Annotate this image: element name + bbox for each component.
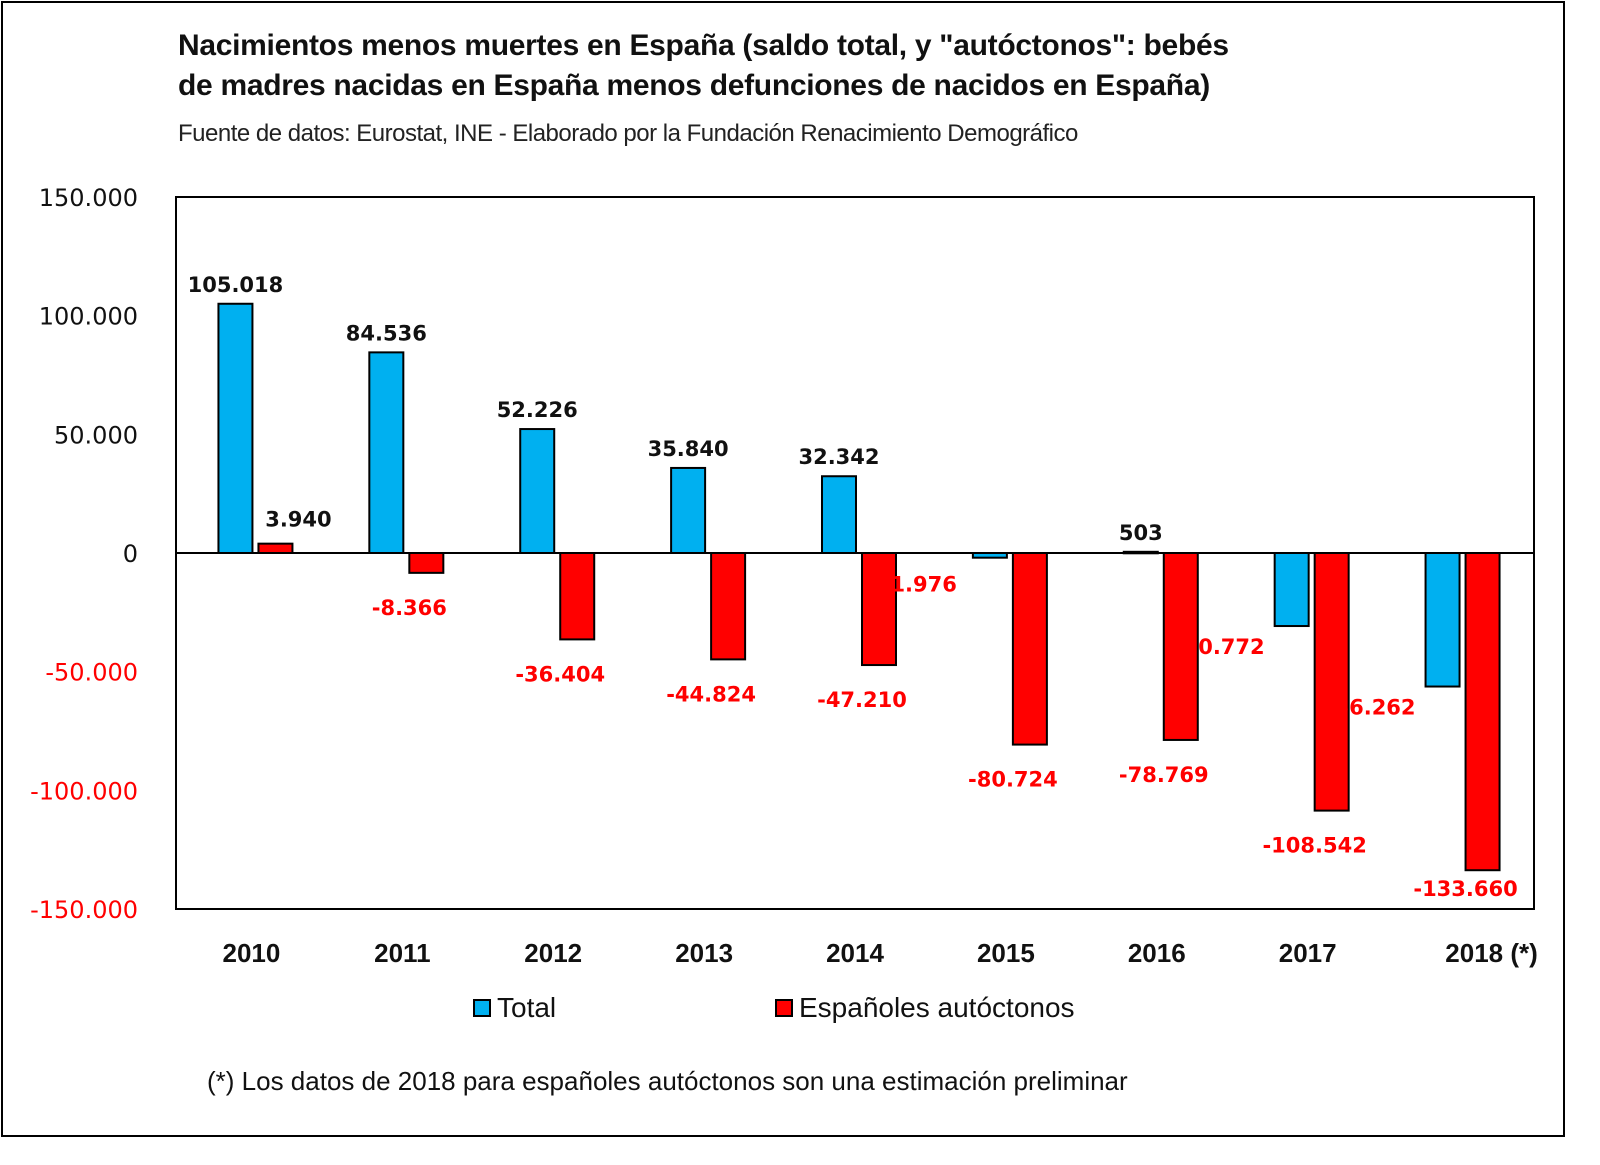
legend: Total Españoles autóctonos xyxy=(0,992,1600,1032)
legend-swatch-autoctonos xyxy=(775,999,793,1017)
chart-title-line-1: Nacimientos menos muertes en España (sal… xyxy=(178,29,1229,62)
data-label-autoctonos: 3.940 xyxy=(265,508,331,532)
data-label-total: 503 xyxy=(1119,521,1163,545)
bar-autoctonos xyxy=(1011,552,1048,746)
legend-item-total: Total xyxy=(473,992,556,1024)
bar-autoctonos xyxy=(257,542,294,554)
x-tick-label: 2012 xyxy=(524,938,582,968)
bar-autoctonos xyxy=(1313,552,1350,812)
data-label-autoctonos: -80.724 xyxy=(968,768,1058,792)
bar-autoctonos xyxy=(1464,552,1501,872)
data-label-autoctonos: -8.366 xyxy=(372,596,447,620)
x-tick-label: 2011 xyxy=(374,938,430,968)
legend-label-total: Total xyxy=(497,992,557,1023)
chart-subtitle: Fuente de datos: Eurostat, INE - Elabora… xyxy=(178,120,1078,147)
y-tick-label: 50.000 xyxy=(54,421,138,449)
data-labels-group: 105.018 84.536 52.226 35.840 32.342 -1.976 503… xyxy=(188,273,1518,901)
x-axis-ticks: 2010 2011 2012 2013 2014 2015 2016 2017 2018 (*) xyxy=(223,938,1538,968)
bar-total xyxy=(1273,552,1310,628)
y-tick-label: -50.000 xyxy=(45,659,138,687)
bar-total xyxy=(670,466,707,554)
x-tick-label: 2013 xyxy=(675,938,733,968)
y-axis-ticks: 150.000 100.000 50.000 0 -50.000 -100.000 -150… xyxy=(30,184,138,924)
data-label-total: 35.840 xyxy=(648,437,729,461)
y-tick-label: 100.000 xyxy=(39,303,138,331)
data-label-autoctonos: -47.210 xyxy=(817,688,907,712)
data-label-total: 84.536 xyxy=(346,321,427,345)
data-label-total: 105.018 xyxy=(188,273,284,297)
y-tick-label: -150.000 xyxy=(30,896,138,924)
bar-total xyxy=(821,475,857,554)
data-label-autoctonos: -36.404 xyxy=(515,662,605,686)
data-label-total: 52.226 xyxy=(497,398,578,422)
bar-autoctonos xyxy=(710,552,747,661)
legend-item-autoctonos: Españoles autóctonos xyxy=(775,992,1075,1024)
x-tick-label: 2014 xyxy=(826,938,884,968)
chart-title-line-2: de madres nacidas en España menos defunc… xyxy=(178,69,1210,102)
data-label-autoctonos: -108.542 xyxy=(1262,834,1366,858)
data-label-autoctonos: -133.660 xyxy=(1413,877,1517,901)
x-tick-label: 2010 xyxy=(223,938,281,968)
x-tick-label: 2018 (*) xyxy=(1445,938,1538,968)
legend-label-autoctonos: Españoles autóctonos xyxy=(799,992,1075,1023)
x-tick-label: 2015 xyxy=(977,938,1035,968)
bar-autoctonos xyxy=(559,552,596,641)
data-label-autoctonos: -44.824 xyxy=(666,682,756,706)
y-tick-label: -100.000 xyxy=(30,777,138,805)
data-label-total: -30.772 xyxy=(1175,635,1265,659)
bar-total xyxy=(368,351,405,554)
bar-autoctonos xyxy=(408,552,445,574)
y-tick-label: 0 xyxy=(123,540,138,568)
data-label-autoctonos: -78.769 xyxy=(1119,763,1209,787)
legend-swatch-total xyxy=(473,999,491,1017)
y-tick-label: 150.000 xyxy=(39,184,138,212)
x-tick-label: 2016 xyxy=(1128,938,1186,968)
bars-group xyxy=(217,302,1501,872)
data-label-total: -1.976 xyxy=(882,573,957,597)
chart-title: Nacimientos menos muertes en España (sal… xyxy=(178,26,1478,106)
bar-total xyxy=(217,302,254,555)
data-label-total: 32.342 xyxy=(798,445,879,469)
bar-autoctonos xyxy=(861,552,897,667)
x-tick-label: 2017 xyxy=(1279,938,1337,968)
bar-total xyxy=(1424,552,1461,688)
bar-total xyxy=(519,428,556,554)
data-label-total: -56.262 xyxy=(1326,696,1416,720)
footnote: (*) Los datos de 2018 para españoles aut… xyxy=(207,1066,1128,1096)
